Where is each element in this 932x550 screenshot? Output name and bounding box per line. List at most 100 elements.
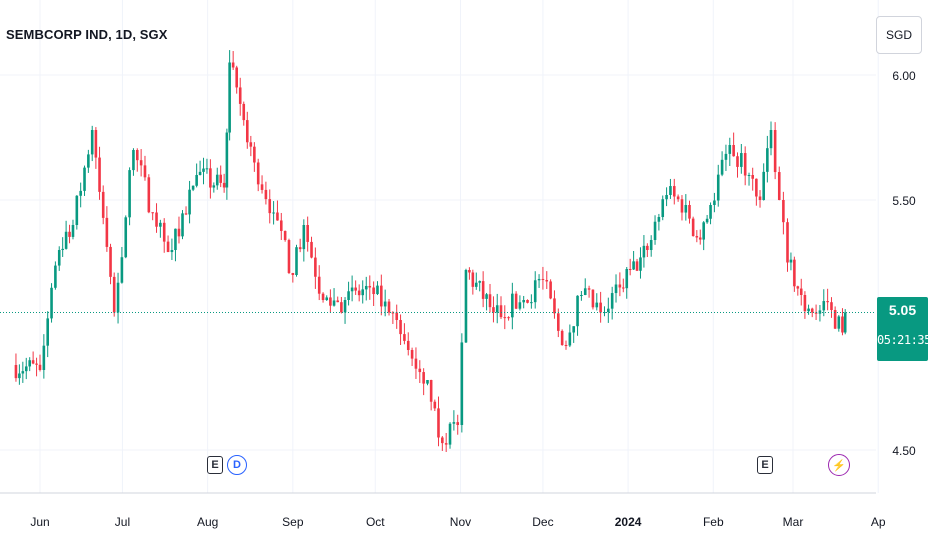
x-tick-label: Sep	[282, 515, 304, 529]
candle-down	[803, 295, 807, 312]
last-price-label: 5.05 05:21:35	[877, 297, 931, 361]
candle-down	[372, 287, 375, 295]
x-tick-label: Mar	[783, 515, 804, 529]
candle-up	[766, 148, 769, 172]
candle-up	[474, 282, 478, 287]
candle-down	[418, 368, 422, 373]
candle-down	[256, 162, 260, 185]
candle-down	[387, 301, 391, 313]
candle-down	[329, 297, 332, 306]
candle-up	[24, 366, 28, 372]
candle-down	[622, 287, 625, 289]
candle-down	[628, 269, 632, 271]
candle-down	[646, 245, 649, 250]
candle-down	[166, 241, 170, 253]
bar-countdown: 05:21:35	[877, 333, 931, 347]
candle-up	[607, 308, 610, 313]
candle-up	[79, 190, 82, 196]
x-tick-label: Dec	[532, 515, 553, 529]
candle-down	[468, 270, 471, 273]
candle-up	[215, 174, 219, 186]
candle-down	[35, 363, 38, 365]
candle-up	[533, 280, 537, 303]
candle-up	[174, 228, 177, 250]
candle-up	[128, 170, 131, 218]
candle-down	[177, 228, 181, 237]
candle-up	[225, 132, 229, 188]
candle-up	[448, 423, 452, 445]
candle-down	[264, 189, 268, 200]
candle-down	[691, 218, 695, 237]
earnings-marker[interactable]: E	[207, 456, 223, 474]
candle-up	[720, 159, 724, 175]
candle-down	[279, 220, 283, 231]
candle-down	[354, 287, 357, 291]
candle-up	[789, 259, 793, 263]
candles	[14, 50, 847, 452]
candle-up	[332, 300, 336, 306]
candle-down	[429, 380, 433, 402]
candle-up	[485, 294, 488, 299]
dividend-marker[interactable]: D	[227, 455, 247, 475]
candle-down	[298, 247, 302, 250]
candle-up	[495, 305, 499, 313]
candle-down	[238, 87, 242, 104]
candle-down	[414, 358, 418, 369]
candle-down	[456, 422, 460, 425]
candle-up	[537, 278, 541, 281]
candle-up	[452, 422, 456, 424]
x-tick-label: Aug	[197, 515, 218, 529]
candle-down	[830, 302, 833, 310]
candle-up	[716, 174, 720, 201]
x-tick-label: Ap	[871, 515, 886, 529]
candle-up	[21, 371, 25, 374]
earnings-marker[interactable]: E	[757, 456, 773, 474]
candle-down	[340, 302, 343, 313]
lightning-icon[interactable]: ⚡	[828, 454, 850, 476]
candle-down	[499, 305, 503, 318]
candle-up	[198, 171, 202, 175]
x-tick-label: Jul	[115, 515, 130, 529]
candle-up	[625, 269, 629, 289]
candle-down	[38, 364, 42, 370]
candle-up	[212, 185, 216, 188]
candle-up	[614, 284, 618, 294]
chart-title: SEMBCORP IND, 1D, SGX	[6, 27, 168, 42]
candle-up	[642, 245, 646, 258]
candle-up	[120, 257, 124, 283]
candle-down	[291, 272, 295, 275]
candle-down	[410, 350, 414, 359]
price-axis[interactable]: 6.00 5.50 4.50	[892, 69, 916, 458]
candle-down	[773, 130, 777, 173]
candle-down	[321, 293, 325, 300]
candle-down	[245, 120, 249, 143]
currency-button[interactable]: SGD	[876, 16, 922, 54]
candle-down	[242, 103, 246, 121]
candle-up	[595, 302, 599, 308]
candle-up	[669, 186, 672, 195]
candle-down	[139, 160, 143, 166]
candle-up	[46, 318, 49, 346]
candle-down	[553, 298, 556, 314]
candle-up	[518, 302, 522, 309]
candle-down	[68, 231, 71, 237]
candle-down	[698, 237, 702, 240]
candle-up	[302, 225, 306, 250]
candle-down	[135, 150, 139, 161]
candle-down	[444, 443, 448, 445]
candle-down	[676, 196, 680, 200]
candle-up	[124, 217, 128, 258]
candle-down	[680, 199, 684, 213]
candle-down	[399, 319, 402, 335]
candle-up	[837, 316, 841, 329]
candle-up	[639, 257, 642, 271]
candle-up	[843, 312, 847, 333]
candle-down	[755, 178, 758, 197]
candle-up	[762, 171, 765, 200]
candle-up	[426, 380, 429, 384]
time-axis[interactable]: Jun Jul Aug Sep Oct Nov Dec 2024 Feb Mar Ap	[30, 515, 886, 529]
candle-up	[75, 195, 79, 225]
candle-up	[709, 205, 712, 219]
candle-down	[109, 246, 112, 277]
